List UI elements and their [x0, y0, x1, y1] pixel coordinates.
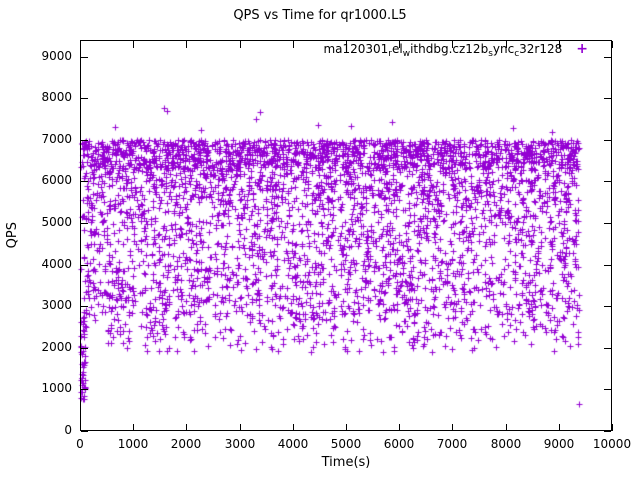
- tick-mark: [604, 306, 611, 307]
- tick-mark: [81, 181, 88, 182]
- y-tick-label: 4000: [41, 257, 72, 271]
- tick-mark: [604, 265, 611, 266]
- y-tick-label: 6000: [41, 173, 72, 187]
- y-tick-label: 1000: [41, 381, 72, 395]
- y-tick-label: 5000: [41, 215, 72, 229]
- tick-mark: [604, 431, 611, 432]
- tick-mark: [452, 424, 453, 431]
- tick-mark: [293, 41, 294, 48]
- tick-mark: [81, 348, 88, 349]
- tick-mark: [346, 41, 347, 48]
- tick-mark: [346, 424, 347, 431]
- tick-mark: [80, 424, 81, 431]
- tick-mark: [612, 424, 613, 431]
- tick-mark: [80, 41, 81, 48]
- tick-mark: [604, 223, 611, 224]
- x-tick-label: 3000: [224, 437, 256, 451]
- x-tick-label: 0: [76, 437, 84, 451]
- tick-mark: [81, 140, 88, 141]
- x-tick-label: 4000: [277, 437, 309, 451]
- y-tick-label: 0: [64, 423, 72, 437]
- tick-mark: [604, 140, 611, 141]
- tick-mark: [81, 98, 88, 99]
- tick-mark: [240, 41, 241, 48]
- tick-mark: [81, 265, 88, 266]
- y-tick-label: 3000: [41, 298, 72, 312]
- y-tick-label: 8000: [41, 90, 72, 104]
- tick-mark: [293, 424, 294, 431]
- tick-mark: [240, 424, 241, 431]
- tick-mark: [81, 57, 88, 58]
- tick-mark: [604, 181, 611, 182]
- x-tick-label: 8000: [490, 437, 522, 451]
- tick-mark: [506, 41, 507, 48]
- x-tick-label: 7000: [436, 437, 468, 451]
- tick-mark: [81, 431, 88, 432]
- tick-mark: [81, 306, 88, 307]
- tick-mark: [604, 98, 611, 99]
- tick-mark: [604, 389, 611, 390]
- tick-mark: [559, 41, 560, 48]
- x-tick-label: 9000: [543, 437, 575, 451]
- tick-mark: [186, 424, 187, 431]
- tick-mark: [559, 424, 560, 431]
- x-tick-label: 5000: [330, 437, 362, 451]
- legend-series-label: ma120301relwithdbg.cz12bsyncc32r128: [323, 42, 563, 59]
- legend: ma120301relwithdbg.cz12bsyncc32r128 +: [323, 41, 588, 59]
- tick-mark: [399, 41, 400, 48]
- x-tick-label: 6000: [383, 437, 415, 451]
- tick-mark: [133, 424, 134, 431]
- legend-plus-marker-icon: +: [576, 41, 588, 57]
- tick-mark: [506, 424, 507, 431]
- y-tick-label: 2000: [41, 340, 72, 354]
- tick-mark: [81, 223, 88, 224]
- y-tick-label: 9000: [41, 49, 72, 63]
- x-tick-label: 1000: [117, 437, 149, 451]
- y-tick-label: 7000: [41, 132, 72, 146]
- tick-mark: [604, 57, 611, 58]
- tick-mark: [604, 348, 611, 349]
- tick-mark: [452, 41, 453, 48]
- x-tick-label: 2000: [170, 437, 202, 451]
- tick-mark: [133, 41, 134, 48]
- tick-mark: [186, 41, 187, 48]
- tick-mark: [81, 389, 88, 390]
- tick-mark: [612, 41, 613, 48]
- tick-mark: [399, 424, 400, 431]
- x-tick-label: 10000: [592, 437, 632, 451]
